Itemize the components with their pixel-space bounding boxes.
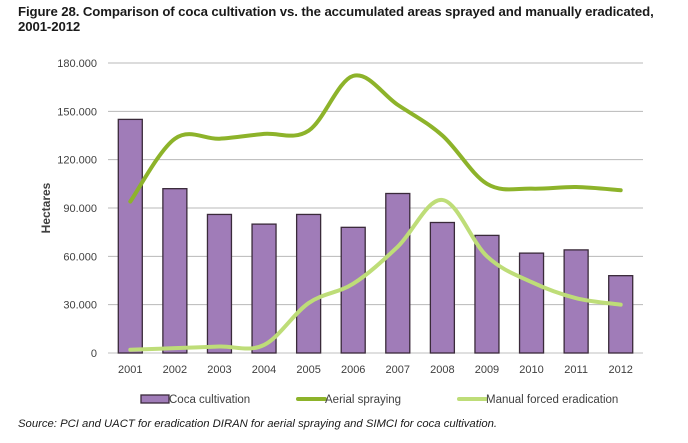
legend: Coca cultivation Aerial spraying Manual fo…	[140, 394, 618, 406]
x-tick-label: 2009	[475, 364, 499, 376]
y-tick-label: 180.000	[57, 58, 97, 70]
x-tick-label: 2003	[207, 364, 231, 376]
bar-coca-2001	[117, 118, 143, 354]
bars	[117, 118, 634, 354]
x-tick-label: 2006	[341, 364, 365, 376]
x-tick-label: 2005	[296, 364, 320, 376]
bar-coca-2002	[162, 188, 188, 354]
y-axis-ticks: 0 30.000 60.000 90.000 120.000 150.000 180.000	[57, 58, 97, 360]
x-tick-label: 2008	[430, 364, 454, 376]
x-tick-label: 2002	[163, 364, 187, 376]
y-tick-label: 150.000	[57, 106, 97, 118]
bar-coca-2010	[518, 252, 545, 354]
line-manual-forced-eradication	[128, 197, 623, 352]
legend-swatch-coca	[140, 394, 170, 404]
y-tick-label: 0	[91, 348, 97, 360]
legend-label-manual: Manual forced eradication	[486, 394, 618, 406]
x-axis-ticks: 2001 2002 2003 2004 2005 2006 2007 2008 2009 2010…	[118, 364, 633, 376]
bar-coca-2012	[608, 275, 634, 354]
x-tick-label: 2004	[252, 364, 276, 376]
bar-coca-2005	[295, 213, 322, 354]
legend-label-aerial: Aerial spraying	[325, 394, 401, 406]
bar-coca-2003	[206, 213, 233, 354]
y-tick-label: 120.000	[57, 155, 97, 167]
y-axis-label: Hectares	[39, 182, 53, 233]
lines	[128, 73, 623, 352]
bar-coca-2007	[385, 192, 411, 354]
bar-coca-2004	[251, 223, 277, 354]
legend-label-coca: Coca cultivation	[169, 394, 250, 406]
x-tick-label: 2007	[386, 364, 410, 376]
y-tick-label: 60.000	[63, 251, 97, 263]
x-tick-label: 2012	[608, 364, 632, 376]
x-tick-label: 2011	[564, 364, 588, 376]
bar-coca-2008	[429, 221, 456, 354]
x-tick-label: 2010	[519, 364, 543, 376]
x-tick-label: 2001	[118, 364, 142, 376]
source-note: Source: PCI and UACT for eradication DIR…	[18, 418, 498, 430]
y-tick-label: 90.000	[63, 203, 97, 215]
y-tick-label: 30.000	[63, 300, 97, 312]
bar-coca-2009	[474, 234, 500, 354]
gridlines	[108, 62, 643, 354]
line-aerial-spraying	[128, 73, 623, 204]
chart-title: Figure 28. Comparison of coca cultivatio…	[18, 4, 654, 34]
